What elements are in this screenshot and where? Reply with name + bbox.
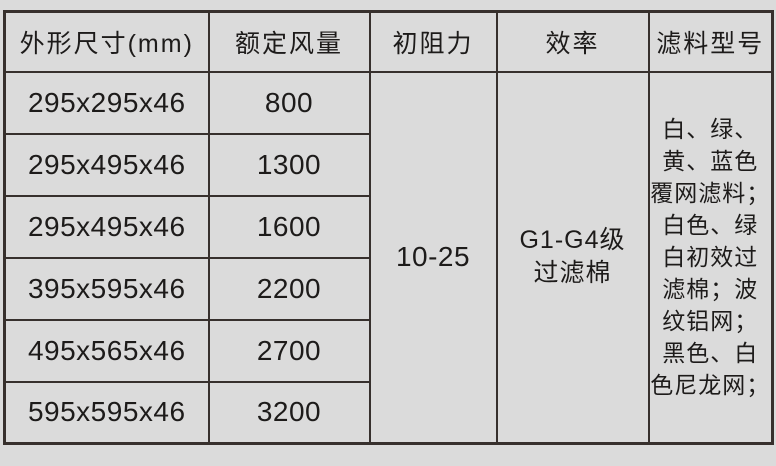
table-row: 395x595x46 2200 [3, 256, 773, 321]
airflow-cell: 800 [207, 70, 371, 135]
filter-material-cell: 白、绿、 黄、蓝色 覆网滤料； 白色、绿 白初效过 滤棉；波 纹铝网； 黑色、白… [647, 70, 774, 445]
size-cell: 395x595x46 [3, 256, 210, 321]
size-cell: 295x495x46 [3, 132, 210, 197]
table-row: 295x495x46 1600 [3, 194, 773, 259]
airflow-cell: 1600 [207, 194, 371, 259]
efficiency-cell: G1-G4级 过滤棉 [495, 70, 650, 445]
header-cell-initial-resistance: 初阻力 [368, 10, 498, 73]
size-cell: 295x295x46 [3, 70, 210, 135]
airflow-cell: 2200 [207, 256, 371, 321]
size-cell: 595x595x46 [3, 380, 210, 445]
airflow-cell: 2700 [207, 318, 371, 383]
table-row: 295x495x46 1300 [3, 132, 773, 197]
airflow-cell: 3200 [207, 380, 371, 445]
header-cell-efficiency: 效率 [495, 10, 650, 73]
header-row: 外形尺寸(mm) 额定风量 初阻力 效率 滤料型号 [3, 10, 774, 73]
table-row: 295x295x46 800 10-25 G1-G4级 过滤棉 白、绿、 黄、蓝… [3, 70, 774, 445]
airflow-cell: 1300 [207, 132, 371, 197]
table-row: 495x565x46 2700 [3, 318, 773, 383]
header-cell-filter-material: 滤料型号 [647, 10, 774, 73]
size-cell: 295x495x46 [3, 194, 210, 259]
initial-resistance-cell: 10-25 [368, 70, 498, 445]
header-cell-dimensions: 外形尺寸(mm) [3, 10, 210, 73]
table-row: 595x595x46 3200 [3, 380, 773, 445]
header-cell-rated-airflow: 额定风量 [207, 10, 371, 73]
spec-table: 外形尺寸(mm) 额定风量 初阻力 效率 滤料型号 295x295x46 800… [3, 10, 774, 445]
size-cell: 495x565x46 [3, 318, 210, 383]
